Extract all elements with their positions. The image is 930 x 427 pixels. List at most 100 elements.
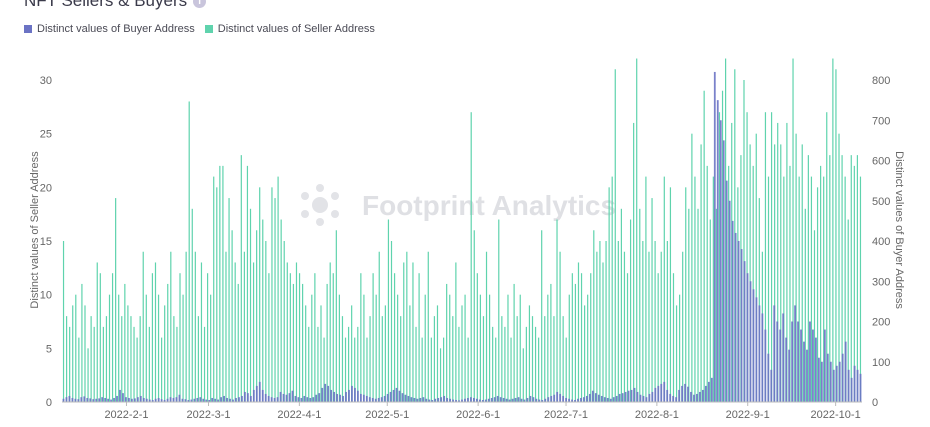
info-icon[interactable]: i	[193, 0, 207, 8]
left-tick-label: 20	[40, 182, 52, 194]
buyer-bar	[633, 387, 636, 402]
buyer-bar	[556, 391, 559, 402]
seller-bar	[709, 219, 711, 402]
buyer-bar	[630, 389, 633, 402]
buyer-bar	[261, 389, 264, 402]
seller-bar	[397, 294, 399, 402]
buyer-bar	[791, 321, 794, 402]
buyer-bar	[767, 353, 770, 402]
buyer-bar	[315, 394, 318, 402]
buyer-bar	[835, 365, 838, 402]
seller-bar	[675, 305, 678, 402]
buyer-bar	[823, 329, 826, 402]
seller-bar	[338, 294, 340, 402]
buyer-bar	[351, 385, 353, 402]
seller-bar	[859, 176, 862, 402]
buyer-bar	[553, 394, 556, 402]
seller-bar	[369, 316, 371, 402]
seller-bar	[608, 187, 610, 402]
seller-bar	[433, 316, 436, 402]
buyer-bar	[327, 385, 330, 402]
legend-item-buyer[interactable]: Distinct values of Buyer Address	[24, 23, 195, 35]
buyer-bar	[526, 397, 529, 402]
seller-bar	[415, 326, 417, 402]
seller-bar	[234, 262, 236, 402]
buyer-bar	[568, 398, 570, 402]
buyer-bar	[529, 395, 532, 402]
seller-bar	[351, 305, 353, 402]
buyer-bar	[594, 393, 597, 402]
buyer-bar	[101, 397, 104, 402]
buyer-bar	[196, 397, 199, 402]
seller-bar	[347, 326, 350, 402]
seller-bar	[302, 283, 304, 402]
buyer-bar	[157, 397, 160, 402]
seller-bar	[654, 241, 656, 402]
buyer-bar	[580, 397, 582, 402]
buyer-bar	[541, 399, 544, 402]
seller-bar	[479, 294, 481, 402]
buyer-bar	[678, 389, 680, 402]
buyer-bar	[145, 398, 148, 402]
buyer-bar	[428, 399, 431, 402]
seller-bar	[571, 273, 573, 402]
seller-bar	[277, 176, 279, 402]
buyer-bar	[856, 369, 859, 402]
buyer-bar	[690, 391, 692, 402]
seller-bar	[534, 326, 537, 402]
buyer-bar	[615, 395, 618, 402]
seller-bar	[519, 294, 521, 402]
seller-bar	[669, 187, 672, 402]
buyer-bar	[535, 398, 538, 402]
buyer-bar	[110, 399, 112, 402]
seller-bar	[642, 241, 644, 402]
seller-bar	[513, 283, 515, 402]
seller-bar	[587, 294, 589, 402]
buyer-bar	[505, 398, 508, 402]
buyer-bar	[544, 398, 547, 402]
buyer-bar	[187, 399, 190, 402]
right-tick-label: 800	[872, 75, 890, 87]
x-tick-label: 2022-10-1	[811, 409, 861, 421]
buyer-bar	[181, 398, 184, 402]
buyer-bar	[770, 369, 773, 402]
seller-bar	[164, 305, 166, 402]
buyer-bar	[354, 387, 356, 402]
buyer-bar	[473, 397, 475, 402]
x-tick-label: 2022-4-1	[277, 409, 321, 421]
seller-bar	[832, 58, 834, 402]
seller-bar	[108, 294, 111, 402]
buyer-bar	[398, 390, 401, 402]
seller-bar	[219, 165, 221, 402]
seller-bar	[804, 208, 806, 402]
legend-item-seller[interactable]: Distinct values of Seller Address	[204, 23, 375, 35]
seller-bar	[725, 58, 727, 402]
buyer-bar	[484, 399, 487, 402]
x-tick-label: 2022-8-1	[635, 409, 679, 421]
buyer-bar	[618, 393, 621, 402]
seller-bar	[127, 305, 129, 402]
seller-bar	[663, 176, 665, 402]
buyer-bar	[258, 381, 261, 403]
seller-bar	[623, 251, 626, 402]
seller-bar	[449, 294, 451, 402]
buyer-bar	[660, 383, 663, 402]
seller-bar	[636, 58, 638, 402]
seller-bar	[231, 230, 233, 402]
seller-bar	[749, 144, 751, 402]
buyer-bar	[820, 361, 823, 402]
seller-bar	[679, 294, 681, 402]
seller-bar	[412, 262, 414, 402]
buyer-bar	[125, 397, 127, 402]
seller-bar	[547, 294, 549, 402]
seller-bar	[850, 155, 852, 402]
seller-bar	[565, 337, 567, 402]
seller-bar	[326, 283, 328, 402]
buyer-bar	[773, 305, 776, 402]
buyer-bar	[425, 398, 428, 402]
seller-bar	[111, 273, 114, 402]
seller-bar	[430, 337, 432, 402]
buyer-bar	[571, 399, 573, 402]
seller-bar	[599, 241, 601, 402]
seller-bar	[470, 112, 472, 402]
